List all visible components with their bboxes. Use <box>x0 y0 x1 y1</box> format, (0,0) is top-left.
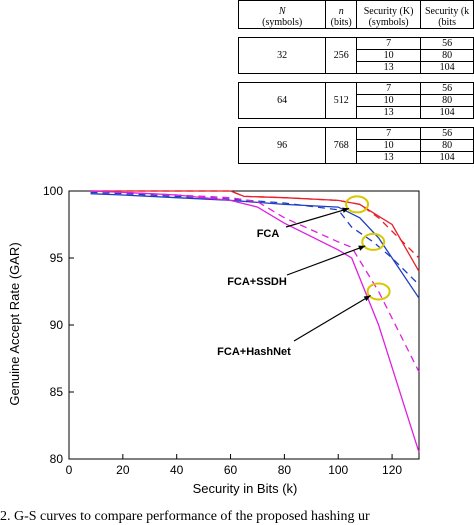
col-header-security-symbols: Security (K) (symbols) <box>356 0 422 29</box>
cell-K: 13 <box>356 106 422 119</box>
cell-K: 7 <box>356 127 422 140</box>
cell-K: 10 <box>356 139 422 152</box>
x-tick-label: 120 <box>382 463 402 477</box>
highlight-circle <box>366 282 391 301</box>
annotation-label: FCA+SSDH <box>227 276 287 288</box>
group-n: 768 <box>325 127 358 164</box>
fca-hashnet-dashed-line <box>90 190 420 373</box>
x-tick-label: 80 <box>278 463 292 477</box>
arrow-head <box>342 207 350 213</box>
table-row: 64 512 7 56 <box>237 82 474 119</box>
y-tick-label: 80 <box>50 452 64 466</box>
cell-k: 56 <box>420 37 474 50</box>
annotations: FCA FCA+SSDH FCA+HashNet <box>217 207 371 358</box>
x-tick-label: 40 <box>170 463 184 477</box>
x-tick-label: 60 <box>224 463 238 477</box>
cell-k: 56 <box>420 127 474 140</box>
cell-K: 7 <box>356 37 422 50</box>
table-row: 13 104 <box>239 106 474 119</box>
x-tick-label: 20 <box>116 463 130 477</box>
group-n: 512 <box>325 82 358 119</box>
y-tick-label: 90 <box>50 318 64 332</box>
y-axis-label: Genuine Accept Rate (GAR) <box>7 242 22 405</box>
cell-K: 10 <box>356 49 422 62</box>
cell-k: 104 <box>420 106 474 119</box>
cell-k: 104 <box>420 151 474 164</box>
fca-ssdh-solid-line <box>90 193 420 299</box>
highlight-circle <box>361 232 386 251</box>
fca-ssdh-dashed-line <box>90 191 420 286</box>
cell-k: 80 <box>420 49 474 62</box>
cell-k: 80 <box>420 139 474 152</box>
arrow-head <box>363 295 371 302</box>
fca-hashnet-solid-line <box>90 190 420 453</box>
fca-solid-line <box>90 190 420 272</box>
group-N: 32 <box>237 37 327 74</box>
axes: 0 20 40 60 80 100 120 80 85 90 95 100 <box>43 184 420 477</box>
annotation-arrow <box>285 207 350 228</box>
annotation-label: FCA <box>257 228 280 240</box>
annotation-arrow <box>293 294 371 342</box>
plot-frame <box>68 190 420 460</box>
security-table: N (symbols) n (bits) Security (K) (symbols)… <box>237 0 474 164</box>
y-tick-label: 95 <box>50 251 64 265</box>
cell-k: 80 <box>420 94 474 107</box>
group-N: 96 <box>237 127 327 164</box>
series-lines <box>90 190 420 453</box>
table-row: 10 80 <box>239 139 474 152</box>
group-n: 256 <box>325 37 358 74</box>
cell-K: 13 <box>356 61 422 74</box>
x-axis-label: Security in Bits (k) <box>193 481 298 496</box>
table-row: 32 256 7 56 <box>237 37 474 74</box>
table-row: 10 80 <box>239 49 474 62</box>
x-tick-label: 100 <box>328 463 348 477</box>
highlight-markers <box>345 195 391 301</box>
highlight-circle <box>345 195 370 214</box>
col-header-N: N (symbols) <box>237 0 327 29</box>
y-tick-label: 85 <box>50 385 64 399</box>
arrow-head <box>358 245 366 251</box>
col-header-security-bits: Security (k (bits <box>420 0 474 29</box>
col-header-n: n (bits) <box>325 0 358 29</box>
cell-K: 7 <box>356 82 422 95</box>
cell-k: 104 <box>420 61 474 74</box>
y-tick-label: 100 <box>43 184 63 198</box>
x-tick-label: 0 <box>66 463 73 477</box>
table-row: 13 104 <box>239 151 474 164</box>
group-N: 64 <box>237 82 327 119</box>
fca-dashed-line <box>90 190 420 259</box>
table-row: 13 104 <box>239 61 474 74</box>
annotation-label: FCA+HashNet <box>217 346 291 358</box>
annotation-arrow <box>286 245 366 276</box>
table-row: 96 768 7 56 <box>237 127 474 164</box>
cell-K: 10 <box>356 94 422 107</box>
cell-k: 56 <box>420 82 474 95</box>
cell-K: 13 <box>356 151 422 164</box>
figure-caption: 2. G-S curves to compare performance of … <box>0 509 370 524</box>
